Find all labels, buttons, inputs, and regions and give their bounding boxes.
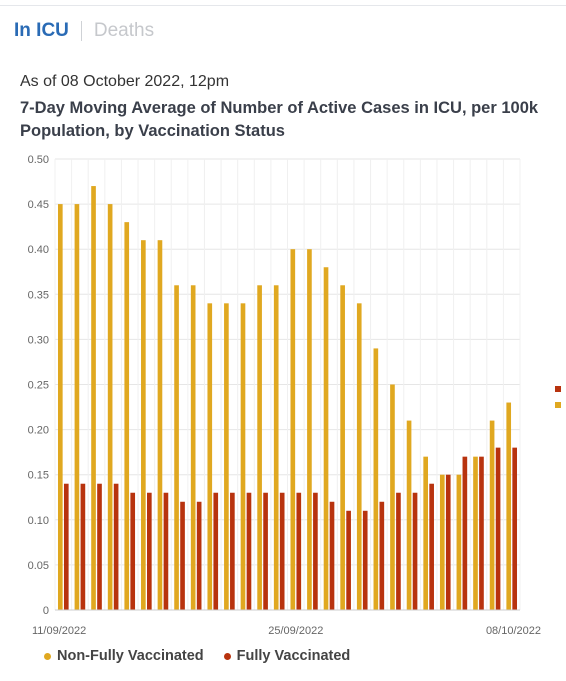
bar-non-fully [74,204,80,610]
legend-dot-non-fully-icon [44,652,51,660]
as-of-timestamp: As of 08 October 2022, 12pm [20,73,230,90]
y-tick-label: 0 [43,605,49,617]
bar-non-fully [373,348,379,610]
bar-non-fully [190,285,196,610]
bar-fully [479,456,484,610]
bar-non-fully [323,267,329,610]
bar-non-fully [240,303,246,610]
tab-in-icu[interactable]: In ICU [14,20,69,41]
bar-non-fully [356,303,362,610]
bar-fully [445,474,451,610]
bar-fully [97,483,102,610]
bar-non-fully [506,402,512,610]
bar-non-fully [307,249,312,610]
bar-fully [362,510,368,610]
bar-fully [163,492,169,610]
chart-title: 7-Day Moving Average of Number of Active… [20,99,539,140]
legend-label-non-fully: Non-Fully Vaccinated [57,648,204,664]
bar-fully [396,492,401,610]
bar-non-fully [124,222,130,610]
bar-non-fully [224,303,229,610]
legend-label-fully: Fully Vaccinated [236,648,351,664]
y-tick-label: 0.10 [28,515,49,527]
bar-fully [429,483,434,610]
y-tick-label: 0.15 [28,470,49,482]
bar-non-fully [340,285,345,610]
tab-bar: In ICU Deaths [14,20,154,42]
bar-non-fully [423,456,428,610]
bar-non-fully [57,204,63,610]
bar-non-fully [107,204,113,610]
bar-fully [279,492,285,610]
bar-non-fully [257,285,262,610]
bar-non-fully [406,420,412,610]
bar-non-fully [439,474,445,610]
y-tick-label: 0.25 [28,380,49,392]
bar-fully [495,447,501,610]
bar-fully [296,492,302,610]
bar-fully [462,456,468,610]
bar-fully [196,501,202,610]
x-tick-label: 25/09/2022 [268,625,323,637]
icu-bar-chart: 0 0.05 0.10 0.15 0.20 0.25 0.30 0.35 0.40 0.45 0.5… [28,154,541,637]
y-tick-label: 0.45 [28,199,49,211]
y-tick-label: 0.20 [28,425,49,437]
bar-non-fully [290,249,296,610]
bar-fully [147,492,152,610]
tab-separator [80,21,82,41]
bar-fully [329,501,335,610]
bar-non-fully [174,285,179,610]
bar-non-fully [141,240,146,610]
y-tick-label: 0.50 [28,154,49,166]
bar-non-fully [91,186,96,610]
bar-fully [412,492,418,610]
legend-item-non-fully[interactable]: Non-Fully Vaccinated [44,648,204,664]
bar-non-fully [273,285,279,610]
bar-fully [180,501,185,610]
bar-fully [113,483,119,610]
side-legend-clipped [555,386,561,418]
bar-fully [263,492,268,610]
bar-non-fully [207,303,213,610]
bar-non-fully [157,240,163,610]
bar-non-fully [473,456,478,610]
bar-non-fully [456,474,462,610]
legend-item-fully[interactable]: Fully Vaccinated [223,648,351,664]
y-tick-label: 0.30 [28,334,49,346]
bar-fully [379,501,385,610]
bar-fully [230,492,235,610]
x-tick-label: 11/09/2022 [32,625,86,637]
top-divider [0,5,566,6]
bar-fully [130,492,136,610]
y-tick-label: 0.35 [28,289,49,301]
side-legend-fully-icon [555,386,561,392]
chart-legend: Non-Fully Vaccinated Fully Vaccinated [44,648,370,664]
bar-fully [346,510,351,610]
x-tick-label: 08/10/2022 [486,625,541,637]
side-legend-non-fully-icon [555,402,561,408]
bar-fully [63,483,69,610]
bar-fully [313,492,318,610]
bar-fully [80,483,86,610]
bar-fully [512,447,518,610]
bar-non-fully [390,384,395,610]
y-tick-label: 0.40 [28,244,49,256]
bar-non-fully [489,420,495,610]
y-tick-label: 0.05 [28,560,49,572]
legend-dot-fully-icon [223,652,231,660]
bar-fully [213,492,219,610]
bar-fully [246,492,252,610]
tab-deaths[interactable]: Deaths [93,20,155,41]
